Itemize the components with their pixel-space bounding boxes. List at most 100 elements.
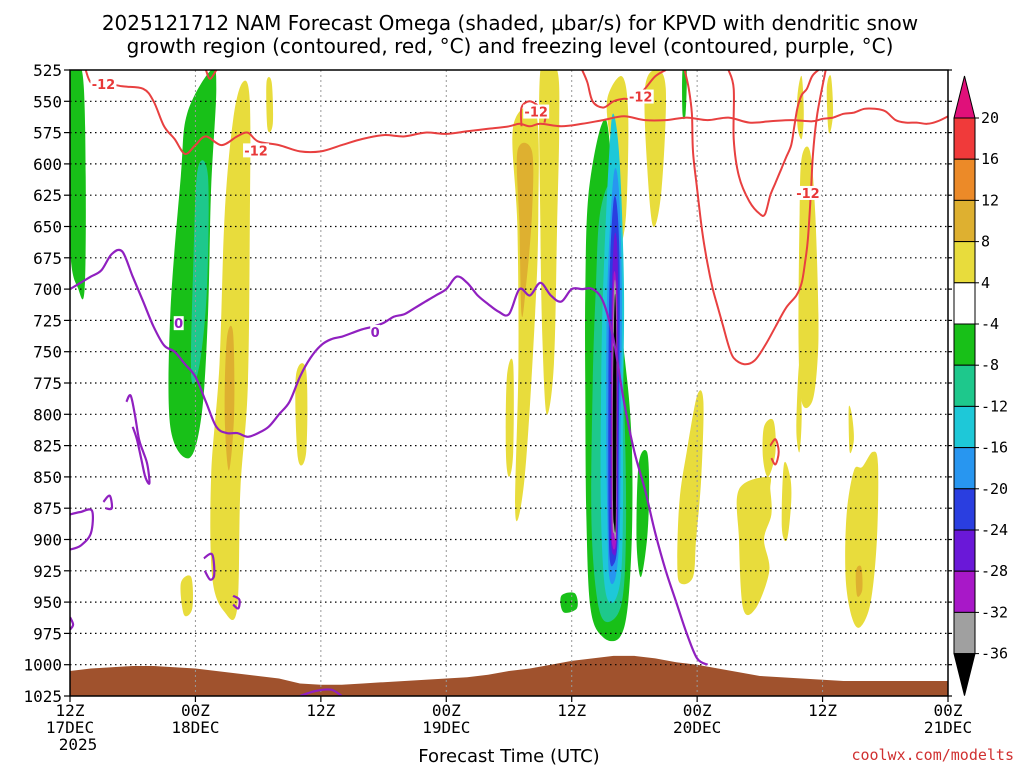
omega-region-9 <box>516 142 534 318</box>
colorbar-bottom-triangle <box>953 653 976 696</box>
x-tick-label: 12Z <box>56 701 85 720</box>
omega-region-25 <box>560 592 578 613</box>
colorbar-bin <box>953 447 976 490</box>
x-tick-label: 19DEC <box>422 718 470 737</box>
y-tick-label: 725 <box>33 311 62 330</box>
x-tick-label: 18DEC <box>171 718 219 737</box>
dgz-contour-6 <box>769 438 780 466</box>
y-axis: 525 550 575 600 625 650 675 700 725 750 775 800 825 8… <box>23 61 952 706</box>
omega-region-18 <box>848 405 854 454</box>
omega-region-11 <box>505 358 514 477</box>
x-tick-label: 21DEC <box>924 718 972 737</box>
omega-region-23 <box>798 146 819 409</box>
omega-region-5 <box>266 77 274 133</box>
y-tick-label: 800 <box>33 405 62 424</box>
colorbar-bin <box>953 405 976 449</box>
contour-label-bg-3 <box>627 89 654 104</box>
colorbar-label: 4 <box>981 274 990 292</box>
omega-region-14 <box>677 390 704 585</box>
omega-region-35 <box>636 449 650 578</box>
omega-region-36 <box>682 70 687 120</box>
y-tick-label: 825 <box>33 437 62 456</box>
omega-region-10 <box>539 70 560 415</box>
contour-label-bg-0 <box>90 77 117 92</box>
colorbar-label: -8 <box>981 356 999 374</box>
contour-label-6: 0 <box>371 326 380 341</box>
colorbar-label: 8 <box>981 233 990 251</box>
y-tick-label: 775 <box>33 374 62 393</box>
x-tick-label: 20DEC <box>673 718 721 737</box>
y-tick-label: 950 <box>33 593 62 612</box>
contour-label-bg-2 <box>523 104 550 119</box>
x-tick-label: 00Z <box>432 701 461 720</box>
y-tick-label: 975 <box>33 624 62 643</box>
terrain-layer <box>70 655 948 696</box>
x-tick-label: 00Z <box>934 701 963 720</box>
contour-label-4: -12 <box>796 187 820 202</box>
x-tick-label: 12Z <box>306 701 335 720</box>
colorbar-label: 20 <box>981 109 999 127</box>
colorbar-bin <box>953 282 976 325</box>
dgz-contour-0 <box>84 70 948 155</box>
freezing-contour-3 <box>102 494 114 511</box>
chart-title-line-1: 2025121712 NAM Forecast Omega (shaded, μ… <box>102 11 918 35</box>
y-tick-label: 700 <box>33 280 62 299</box>
omega-region-0 <box>70 70 86 300</box>
freezing-contour-2 <box>70 508 94 551</box>
colorbar-bin <box>953 529 976 572</box>
colorbar-bin <box>953 611 976 655</box>
omega-region-20 <box>855 565 863 597</box>
y-tick-label: 1000 <box>23 656 62 675</box>
contour-label-5: 0 <box>174 317 183 332</box>
omega-region-22 <box>796 75 804 140</box>
x-tick-label: 2025 <box>59 735 98 754</box>
colorbar-label: -28 <box>981 562 1008 580</box>
y-tick-label: 750 <box>33 343 62 362</box>
colorbar-bin <box>953 488 976 531</box>
colorbar-top-triangle <box>953 75 976 119</box>
omega-region-4 <box>224 325 235 471</box>
contour-label-layer: -12 -12 -12 -12 -12 0 0 <box>90 77 821 341</box>
x-tick-label: 00Z <box>683 701 712 720</box>
dgz-contour-2 <box>581 70 667 109</box>
contour-layer <box>70 70 948 696</box>
colorbar-label: 16 <box>981 150 999 168</box>
freezing-contour-6 <box>70 616 75 631</box>
freezing-contour-1 <box>125 394 151 485</box>
grid-layer <box>70 70 948 696</box>
y-tick-label: 900 <box>33 531 62 550</box>
y-tick-label: 875 <box>33 499 62 518</box>
omega-region-16 <box>781 461 792 542</box>
colorbar-label: -16 <box>981 439 1008 457</box>
colorbar-label: -36 <box>981 645 1008 663</box>
contour-label-0: -12 <box>92 78 116 93</box>
y-tick-label: 525 <box>33 61 62 80</box>
colorbar-bin <box>953 158 976 201</box>
terrain-fill <box>70 655 948 696</box>
contour-label-1: -12 <box>244 144 268 159</box>
dgz-contour-5 <box>683 70 827 366</box>
x-tick-label: 17DEC <box>46 718 94 737</box>
contour-label-bg-1 <box>243 143 270 158</box>
colorbar-bin <box>953 241 976 284</box>
y-tick-label: 675 <box>33 249 62 268</box>
chart-title-line-2: growth region (contoured, red, °C) and f… <box>127 34 894 58</box>
contour-label-bg-4 <box>794 185 821 200</box>
x-tick-label: 12Z <box>557 701 586 720</box>
colorbar-bin <box>953 570 976 613</box>
credit-text: coolwx.com/modelts <box>851 746 1014 764</box>
dgz-contour-4 <box>727 70 820 217</box>
colorbar-label: -20 <box>981 480 1008 498</box>
colorbar-bin <box>953 199 976 243</box>
y-tick-label: 550 <box>33 92 62 111</box>
y-tick-label: 650 <box>33 218 62 237</box>
colorbar-label: -24 <box>981 521 1008 539</box>
dgz-contour-1 <box>204 70 218 80</box>
colorbar-bin <box>953 117 976 160</box>
colorbar-bin <box>953 364 976 407</box>
x-tick-label: 00Z <box>181 701 210 720</box>
omega-region-7 <box>180 575 194 617</box>
colorbar-bin <box>953 323 976 366</box>
y-tick-label: 850 <box>33 468 62 487</box>
